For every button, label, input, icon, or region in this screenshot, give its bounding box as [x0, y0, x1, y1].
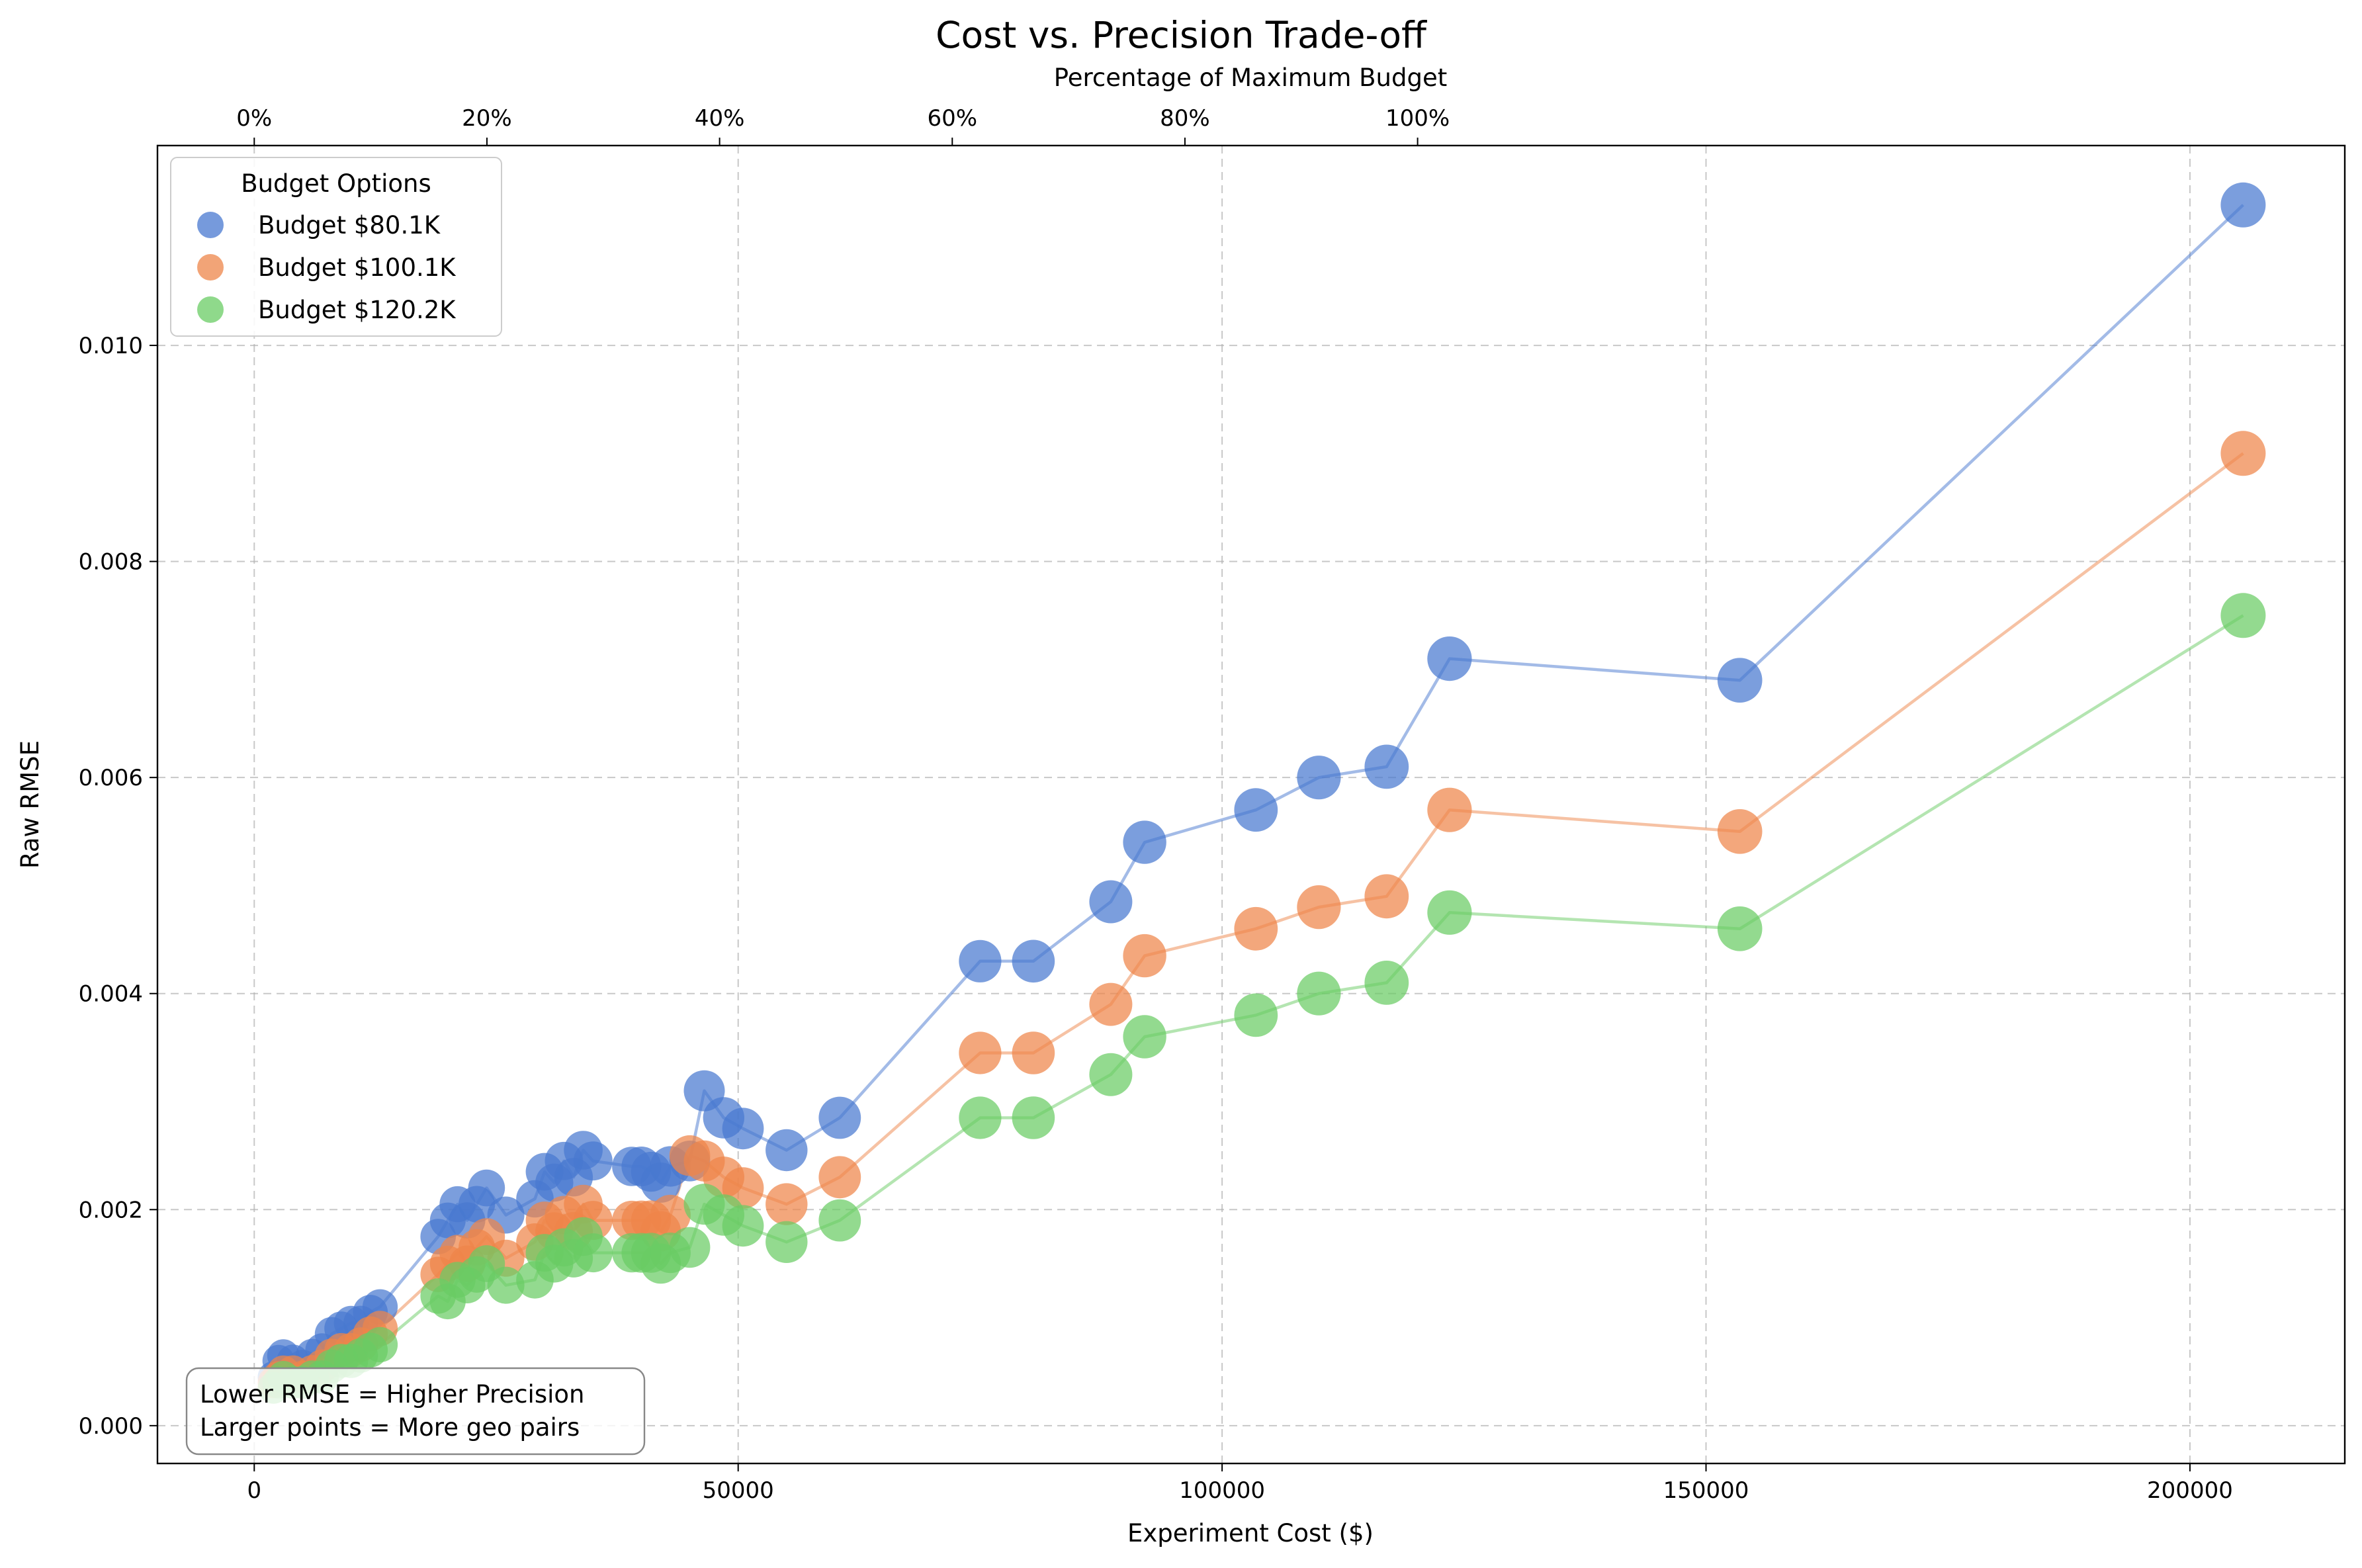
annotation-frame [185, 1367, 646, 1456]
data-point-series-2 [1089, 1053, 1133, 1096]
data-point-series-1 [1012, 1031, 1055, 1074]
legend-box [170, 157, 502, 337]
data-point-series-2 [722, 1205, 764, 1247]
top-tick-label: 0% [236, 105, 272, 132]
data-point-series-2 [1012, 1096, 1055, 1139]
data-point-series-2 [1717, 906, 1763, 951]
data-point-series-1 [1123, 934, 1166, 978]
data-point-series-1 [1089, 982, 1133, 1026]
y-axis-label: Raw RMSE [16, 740, 44, 869]
data-point-series-0 [722, 1108, 764, 1150]
legend-marker-120k [197, 296, 224, 323]
data-point-series-2 [1297, 971, 1341, 1016]
data-point-series-0 [1427, 636, 1472, 681]
x-tick-label: 0 [247, 1477, 261, 1504]
data-point-series-2 [487, 1266, 525, 1304]
data-point-series-2 [1427, 890, 1472, 935]
data-point-series-1 [2220, 431, 2266, 476]
top-tick-label: 40% [695, 105, 745, 132]
y-tick-label: 0.002 [79, 1197, 143, 1223]
annotation-line-2: Larger points = More geo pairs [200, 1413, 580, 1442]
data-point-series-1 [1364, 874, 1409, 919]
data-point-series-2 [573, 1233, 613, 1273]
x-tick-label: 200000 [2147, 1477, 2233, 1504]
data-point-series-0 [468, 1169, 505, 1207]
data-point-series-0 [573, 1141, 613, 1181]
data-point-series-1 [765, 1183, 808, 1225]
legend-title: Budget Options [241, 169, 431, 198]
legend-marker-100k [197, 254, 224, 281]
data-point-series-2 [2220, 593, 2266, 638]
data-point-series-2 [765, 1221, 808, 1264]
y-tick-label: 0.008 [79, 549, 143, 576]
x-tick-label: 100000 [1179, 1477, 1265, 1504]
data-point-series-2 [818, 1199, 861, 1242]
data-point-series-2 [1364, 961, 1409, 1005]
top-tick-label: 20% [462, 105, 512, 132]
legend-marker-80k [197, 212, 224, 238]
data-point-series-1 [1717, 809, 1763, 854]
x-tick-label: 50000 [703, 1477, 774, 1504]
x-axis-label: Experiment Cost ($) [1127, 1519, 1374, 1547]
data-point-series-0 [1364, 744, 1409, 789]
data-point-series-0 [765, 1129, 808, 1172]
data-point-series-2 [669, 1227, 711, 1268]
legend-label-100k: Budget $100.1K [258, 253, 457, 282]
y-tick-label: 0.000 [79, 1413, 143, 1440]
axis-ticks: 0 50000 100000 150000 200000 0.000 0.002 0.004 0… [79, 105, 2233, 1504]
data-point-series-1 [818, 1156, 861, 1199]
top-tick-label: 80% [1160, 105, 1210, 132]
data-point-series-0 [1717, 658, 1763, 703]
data-point-series-0 [1297, 756, 1341, 800]
data-point-series-0 [1089, 880, 1133, 924]
data-point-series-0 [1123, 820, 1166, 864]
chart-title: Cost vs. Precision Trade-off [936, 14, 1427, 56]
data-point-series-0 [1234, 788, 1278, 832]
y-tick-label: 0.006 [79, 765, 143, 791]
data-point-series-1 [1297, 885, 1341, 930]
x-tick-label: 150000 [1663, 1477, 1749, 1504]
data-point-series-2 [1234, 993, 1278, 1037]
data-point-series-0 [818, 1096, 861, 1139]
top-axis-label: Percentage of Maximum Budget [1054, 64, 1447, 92]
top-tick-label: 60% [927, 105, 977, 132]
data-point-series-1 [1427, 787, 1472, 832]
plot-frame [156, 144, 2346, 1465]
top-tick-label: 100% [1385, 105, 1450, 132]
legend-label-80k: Budget $80.1K [258, 211, 441, 240]
data-point-series-0 [2220, 182, 2266, 228]
y-tick-label: 0.004 [79, 981, 143, 1008]
data-point-series-0 [959, 939, 1002, 982]
data-point-series-2 [1123, 1015, 1166, 1059]
data-point-series-1 [959, 1031, 1002, 1074]
legend-label-120k: Budget $120.2K [258, 296, 457, 324]
data-point-series-1 [650, 1194, 691, 1236]
data-point-series-0 [1012, 939, 1055, 983]
legend: Budget Options Budget $80.1K Budget $100… [170, 157, 502, 337]
data-point-series-2 [362, 1327, 398, 1362]
annotation-line-1: Lower RMSE = Higher Precision [200, 1380, 585, 1409]
data-point-series-2 [959, 1096, 1002, 1139]
data-point-series-1 [1234, 906, 1278, 951]
annotation-box: Lower RMSE = Higher Precision Larger poi… [185, 1367, 646, 1456]
y-tick-label: 0.010 [79, 333, 143, 359]
